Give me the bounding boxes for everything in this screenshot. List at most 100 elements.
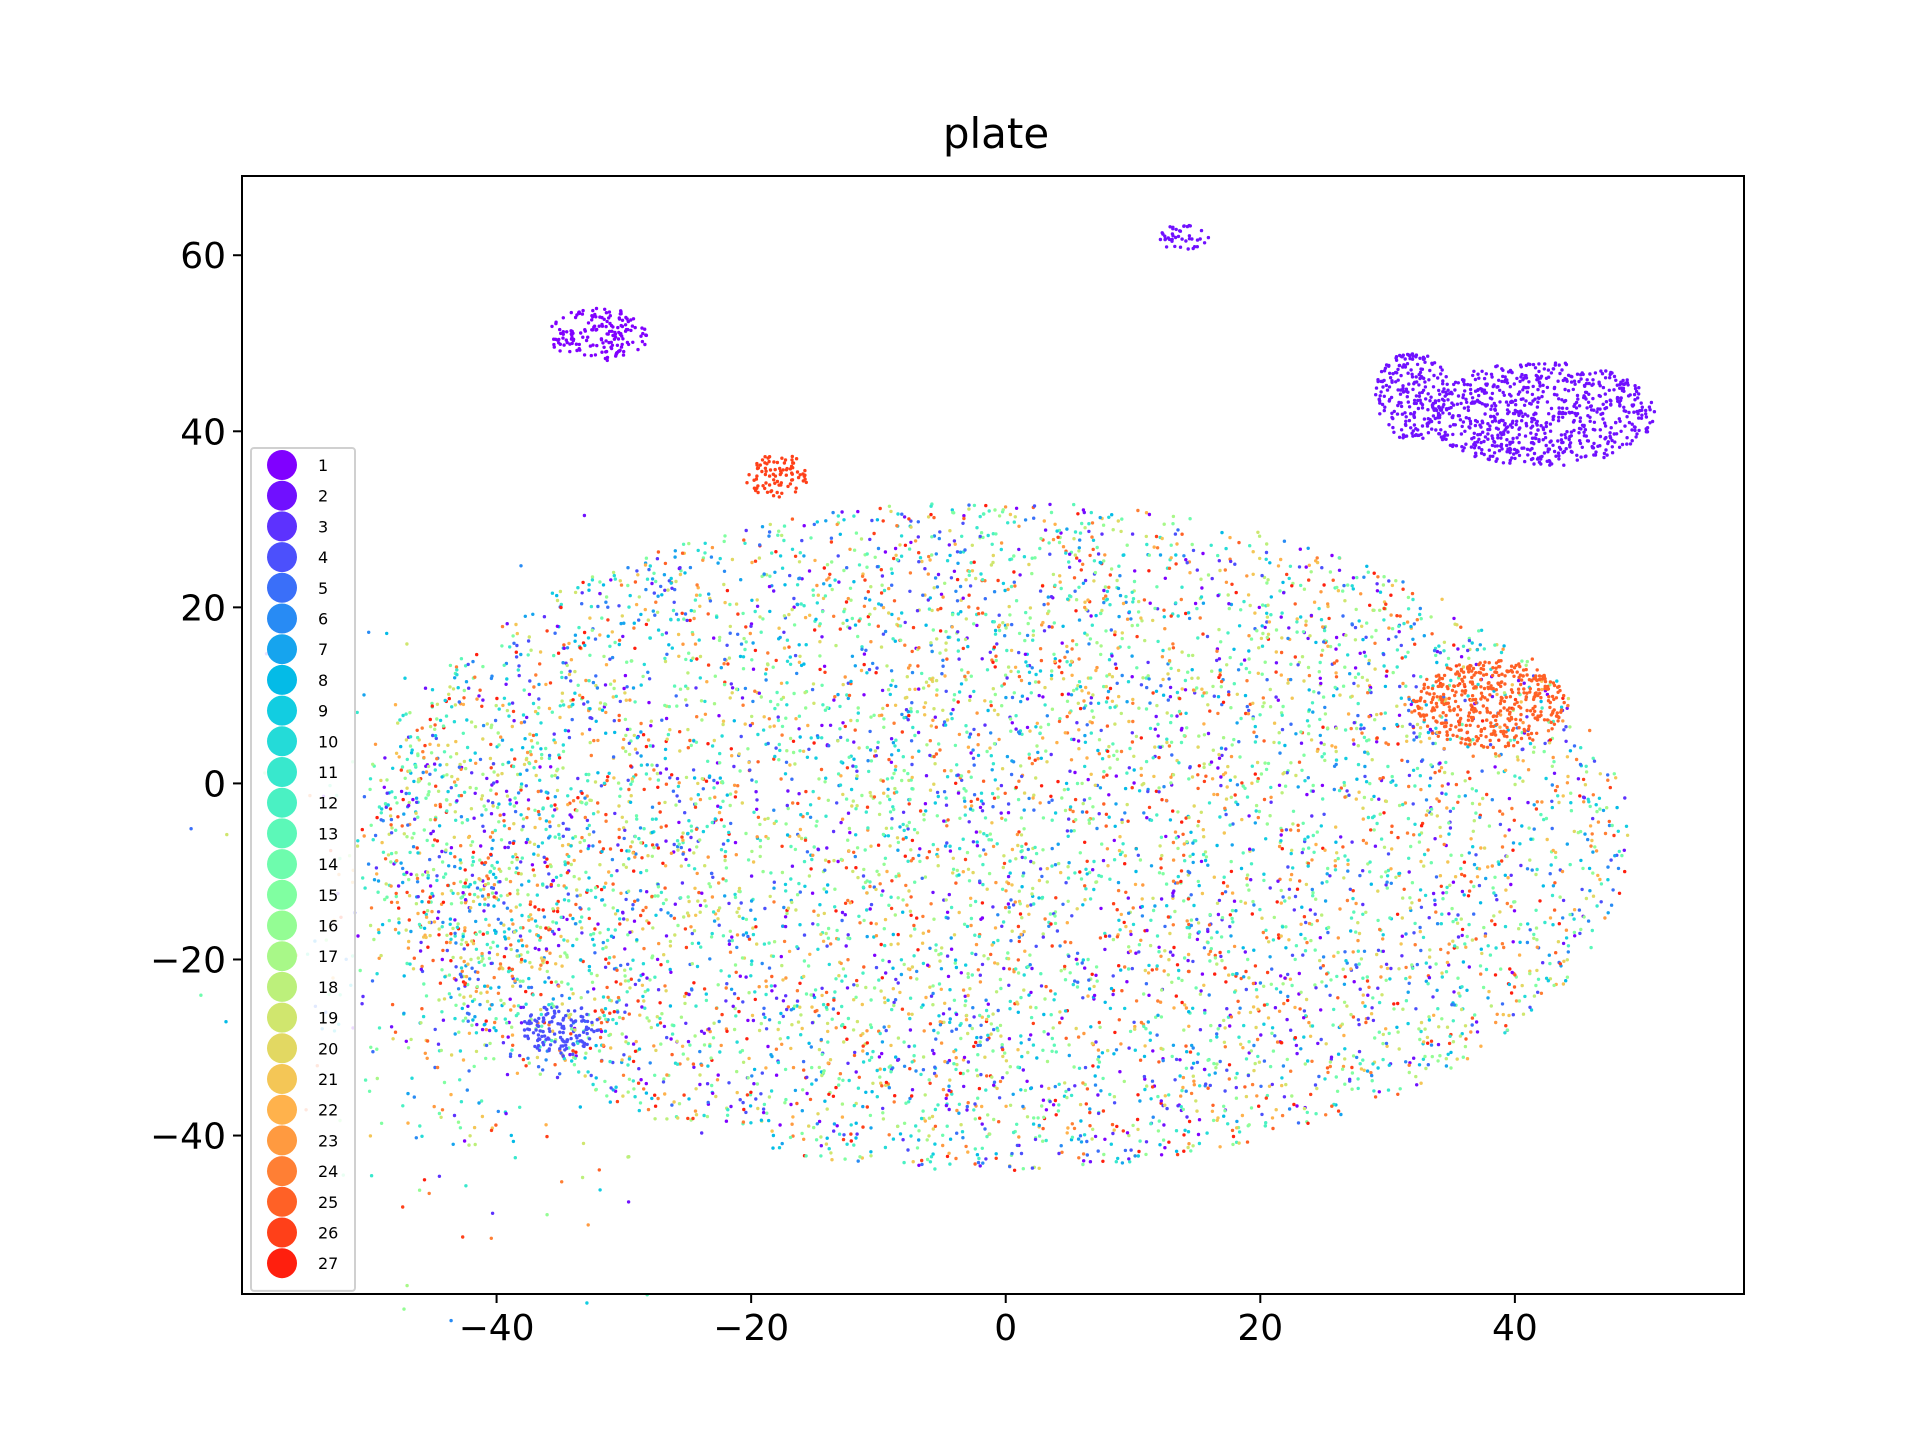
- scatter-point: [980, 657, 984, 661]
- scatter-point: [470, 999, 475, 1003]
- scatter-point: [1192, 903, 1196, 908]
- scatter-point: [1469, 1030, 1473, 1034]
- scatter-point: [484, 808, 488, 812]
- scatter-point: [539, 992, 543, 997]
- scatter-point: [1326, 644, 1330, 648]
- scatter-point: [695, 583, 699, 587]
- scatter-point: [776, 1027, 780, 1032]
- scatter-point: [890, 583, 894, 587]
- scatter-point: [1239, 866, 1244, 871]
- scatter-point: [1386, 764, 1390, 769]
- scatter-point: [929, 994, 934, 998]
- scatter-point: [1410, 963, 1414, 967]
- scatter-point: [456, 987, 461, 991]
- scatter-point: [1008, 1164, 1012, 1169]
- scatter-point: [986, 1014, 991, 1018]
- scatter-point: [628, 967, 633, 971]
- scatter-point: [1245, 1140, 1250, 1144]
- scatter-point: [1551, 848, 1555, 853]
- scatter-point: [861, 1060, 866, 1064]
- scatter-point: [865, 891, 869, 895]
- scatter-point: [1017, 889, 1021, 893]
- scatter-point: [1195, 568, 1200, 572]
- scatter-point: [1204, 1082, 1208, 1086]
- scatter-point: [846, 933, 850, 937]
- scatter-point: [1032, 793, 1036, 797]
- scatter-point: [920, 1162, 924, 1167]
- scatter-point: [1088, 1107, 1092, 1111]
- scatter-point: [962, 1055, 967, 1060]
- scatter-point: [782, 630, 786, 634]
- scatter-point: [586, 700, 590, 704]
- scatter-point: [1206, 703, 1210, 707]
- scatter-point: [1168, 695, 1173, 699]
- scatter-point: [904, 1101, 908, 1105]
- scatter-point: [712, 738, 716, 743]
- scatter-point: [933, 762, 937, 766]
- scatter-point: [511, 1043, 515, 1048]
- scatter-point: [1447, 963, 1451, 967]
- scatter-point: [1461, 960, 1466, 964]
- scatter-point: [463, 868, 467, 872]
- scatter-point: [1334, 1075, 1339, 1079]
- scatter-point: [795, 989, 800, 993]
- scatter-point: [416, 815, 420, 819]
- scatter-point: [504, 877, 509, 881]
- scatter-point: [974, 1040, 978, 1045]
- scatter-point: [959, 610, 963, 614]
- plot-area: [242, 176, 1744, 1294]
- scatter-point: [1090, 709, 1094, 713]
- scatter-point: [1561, 916, 1565, 920]
- scatter-point: [1085, 872, 1089, 876]
- scatter-point: [762, 942, 767, 946]
- scatter-point: [1368, 603, 1372, 607]
- scatter-point: [948, 849, 953, 853]
- scatter-point: [1451, 939, 1455, 943]
- scatter-point: [734, 970, 738, 974]
- scatter-point: [1512, 818, 1517, 822]
- scatter-point: [693, 805, 698, 809]
- scatter-point: [1094, 965, 1099, 969]
- scatter-point: [766, 1044, 770, 1049]
- scatter-point: [633, 646, 637, 650]
- scatter-point: [1000, 1076, 1005, 1080]
- scatter-point: [1027, 752, 1031, 756]
- scatter-point: [1220, 916, 1225, 920]
- scatter-point: [854, 807, 858, 811]
- scatter-point: [1083, 1065, 1088, 1070]
- scatter-point: [1130, 966, 1135, 971]
- scatter-point: [1146, 789, 1150, 794]
- scatter-point: [1027, 562, 1031, 567]
- scatter-point: [656, 550, 661, 554]
- scatter-point: [544, 827, 548, 832]
- scatter-point: [1069, 1093, 1074, 1098]
- scatter-point: [758, 822, 762, 827]
- scatter-point: [1075, 556, 1079, 560]
- points-layer: [189, 223, 1657, 1323]
- scatter-point: [469, 807, 474, 811]
- scatter-point: [1418, 612, 1422, 617]
- scatter-point: [1572, 829, 1577, 834]
- scatter-point: [1312, 850, 1316, 854]
- scatter-point: [855, 718, 859, 723]
- scatter-point: [509, 943, 513, 947]
- scatter-point: [711, 910, 716, 914]
- scatter-point: [701, 829, 706, 834]
- scatter-point: [611, 882, 615, 886]
- scatter-point: [1253, 964, 1258, 968]
- scatter-point: [845, 693, 849, 697]
- scatter-point: [759, 1021, 763, 1026]
- scatter-point: [693, 642, 698, 646]
- scatter-point: [1449, 1050, 1453, 1055]
- scatter-point: [1115, 908, 1119, 912]
- scatter-point: [1157, 950, 1161, 954]
- scatter-point: [929, 724, 933, 728]
- scatter-point: [755, 942, 759, 946]
- scatter-point: [844, 944, 848, 948]
- scatter-point: [1354, 901, 1358, 906]
- scatter-point: [603, 702, 607, 706]
- scatter-point: [1372, 608, 1376, 612]
- scatter-point: [1001, 865, 1005, 870]
- scatter-point: [1037, 693, 1041, 698]
- scatter-point: [1108, 1092, 1112, 1097]
